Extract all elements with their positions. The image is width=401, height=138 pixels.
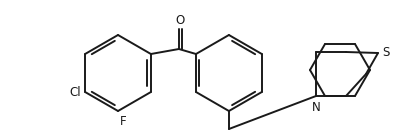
Text: O: O bbox=[175, 14, 184, 27]
Text: Cl: Cl bbox=[69, 86, 81, 99]
Text: N: N bbox=[311, 101, 320, 114]
Text: S: S bbox=[381, 47, 389, 59]
Text: F: F bbox=[120, 115, 126, 128]
